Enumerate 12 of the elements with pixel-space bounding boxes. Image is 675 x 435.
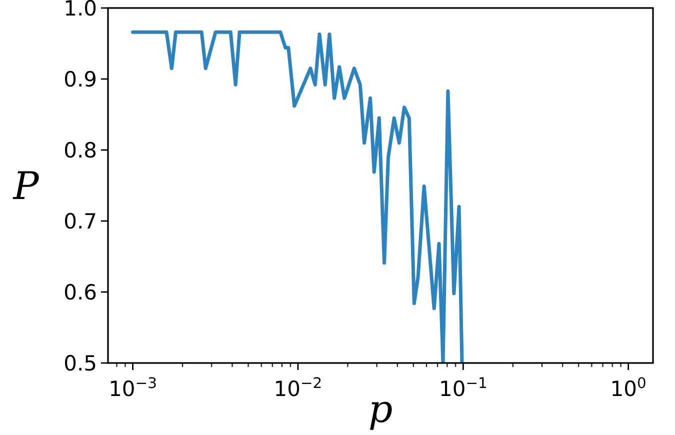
- x-tick-label: 10$^{−3}$: [108, 374, 157, 401]
- y-tick-label: 0.6: [64, 280, 97, 304]
- y-axis-title: P: [12, 164, 40, 208]
- y-tick-label: 0.8: [64, 138, 97, 162]
- y-tick-label: 1.0: [64, 0, 97, 20]
- x-tick-label: 10$^{−1}$: [438, 374, 488, 401]
- y-tick-label: 0.7: [64, 209, 97, 234]
- x-tick-label: 10$^{0}$: [610, 374, 646, 401]
- y-tick-label: 0.9: [64, 67, 97, 92]
- y-tick-label: 0.5: [64, 351, 97, 376]
- x-axis-title: p: [368, 387, 393, 431]
- x-tick-label: 10$^{−2}$: [274, 374, 322, 401]
